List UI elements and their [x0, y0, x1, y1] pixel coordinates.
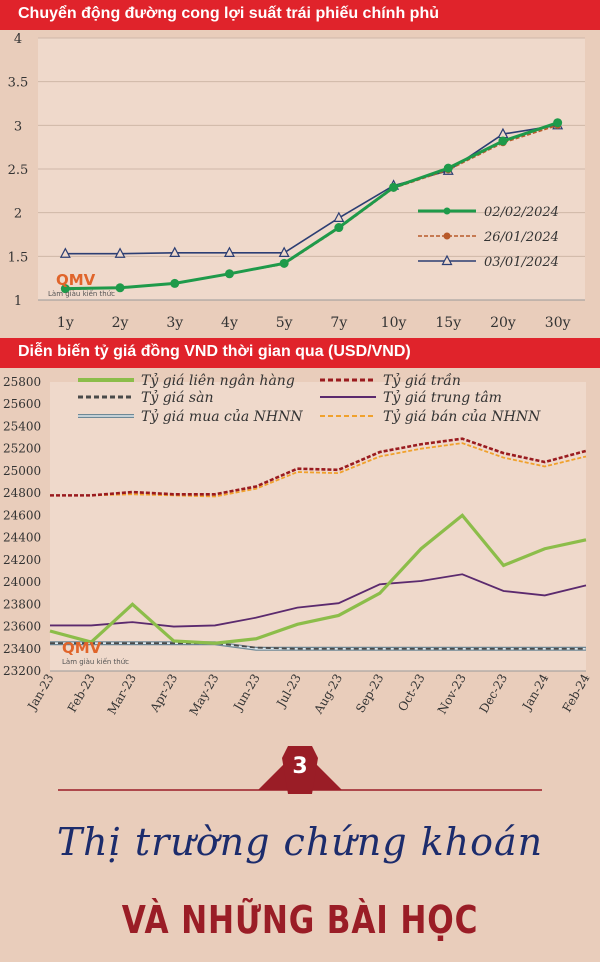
y-tick-label: 24800: [3, 486, 41, 500]
x-tick-label: 5y: [276, 315, 293, 331]
x-tick-label: 10y: [381, 315, 407, 331]
yield-curve-banner: Chuyển động đường cong lợi suất trái phi…: [0, 0, 600, 30]
data-point: [389, 182, 399, 192]
section-title-script: Thị trường chứng khoán: [56, 820, 544, 864]
exchange-rate-title: Diễn biến tỷ giá đồng VND thời gian qua …: [18, 343, 411, 360]
y-tick-label: 1: [14, 294, 22, 309]
exchange-rate-banner: Diễn biến tỷ giá đồng VND thời gian qua …: [0, 338, 600, 368]
y-tick-label: 24200: [3, 553, 41, 567]
y-tick-label: 23600: [3, 620, 41, 634]
data-point: [115, 283, 125, 293]
y-tick-label: 24400: [3, 531, 41, 545]
section-number: 3: [292, 754, 308, 779]
data-point: [59, 247, 71, 258]
x-tick-label: Jul-23: [273, 672, 304, 712]
legend-label: 03/01/2024: [484, 255, 559, 270]
data-point: [223, 246, 235, 257]
series-line: [50, 437, 587, 497]
legend-label: Tỷ giá sàn: [141, 389, 213, 406]
legend-marker: [443, 232, 451, 240]
x-tick-label: 30y: [545, 315, 571, 331]
legend-marker: [441, 254, 453, 266]
y-tick-label: 2.5: [8, 163, 29, 178]
data-point: [169, 246, 181, 257]
x-tick-label: 7y: [330, 315, 347, 331]
y-tick-label: 3.5: [8, 76, 29, 91]
watermark-tagline: Làm giàu kiến thức: [62, 658, 129, 666]
y-tick-label: 23200: [3, 664, 41, 678]
series-line: [50, 573, 587, 628]
y-tick-label: 3: [14, 119, 22, 134]
series-line: [50, 642, 586, 650]
x-tick-label: Nov-23: [435, 672, 469, 717]
x-tick-label: Aug-23: [311, 672, 345, 717]
x-tick-label: Mar-23: [105, 672, 139, 718]
series-line: [50, 442, 587, 498]
y-tick-label: 25000: [3, 464, 41, 478]
data-point: [334, 223, 344, 233]
x-tick-label: Jan-24: [519, 671, 552, 714]
legend-marker: [443, 207, 451, 215]
x-tick-label: Apr-23: [147, 672, 180, 716]
x-tick-label: Feb-23: [65, 672, 98, 715]
section-number-badge: 3: [258, 742, 342, 804]
y-tick-label: 25800: [3, 375, 41, 389]
section-three-header: 3 Thị trường chứng khoán VÀ NHỮNG BÀI HỌ…: [0, 728, 600, 962]
data-point: [498, 136, 508, 146]
x-tick-label: May-23: [187, 672, 222, 718]
y-tick-label: 25400: [3, 419, 41, 433]
data-point: [224, 269, 234, 279]
data-point: [60, 284, 70, 294]
x-tick-label: 2y: [112, 315, 129, 331]
plot-area: [50, 382, 586, 671]
legend-label: Tỷ giá trung tâm: [383, 389, 502, 406]
x-tick-label: 3y: [166, 315, 183, 331]
y-tick-label: 23400: [3, 642, 41, 656]
data-point: [114, 247, 126, 258]
yield-curve-title: Chuyển động đường cong lợi suất trái phi…: [18, 5, 439, 22]
section-title-caps: VÀ NHỮNG BÀI HỌC: [121, 898, 479, 942]
y-tick-label: 24000: [3, 575, 41, 589]
x-tick-label: 20y: [490, 315, 516, 331]
watermark-logo: QMV: [56, 271, 96, 289]
y-tick-label: 4: [14, 32, 22, 47]
data-point: [553, 118, 563, 128]
data-point: [279, 258, 289, 268]
y-tick-label: 2: [14, 207, 22, 222]
legend-label: Tỷ giá liên ngân hàng: [141, 372, 295, 389]
watermark-tagline: Làm giàu kiến thức: [48, 290, 115, 298]
data-point: [170, 278, 180, 288]
series-line: [65, 124, 558, 255]
legend-label: 02/02/2024: [484, 205, 559, 220]
y-tick-label: 1.5: [8, 250, 29, 265]
x-tick-label: Oct-23: [395, 672, 427, 714]
series-line: [65, 121, 559, 291]
x-tick-label: 15y: [435, 315, 461, 331]
data-point: [333, 211, 345, 223]
legend-label: Tỷ giá bán của NHNN: [383, 408, 541, 425]
y-tick-label: 25200: [3, 442, 41, 456]
x-tick-label: Jun-23: [230, 672, 263, 715]
data-point: [443, 163, 453, 173]
watermark-logo: QMV: [62, 639, 102, 657]
x-tick-label: Sep-23: [353, 672, 386, 716]
x-tick-label: 1y: [57, 315, 74, 331]
x-tick-label: 4y: [221, 315, 238, 331]
legend-label: Tỷ giá trần: [383, 372, 461, 389]
series-line: [49, 513, 587, 645]
y-tick-label: 24600: [3, 508, 41, 522]
legend-label: 26/01/2024: [483, 230, 559, 245]
legend-label: Tỷ giá mua của NHNN: [141, 408, 303, 425]
x-tick-label: Dec-23: [477, 672, 511, 716]
x-tick-label: Feb-24: [560, 671, 593, 714]
y-tick-label: 23800: [3, 597, 41, 611]
yield-curve-chart: 1 1.5 2 2.5 3 3.5 4 1y 2y 3y 4y 5y 7y 10y 15y 20y 30y 02/…: [8, 32, 585, 331]
y-tick-label: 25600: [3, 397, 41, 411]
exchange-rate-chart: 23200 23400 23600 23800 24000 24200 24400 24600…: [3, 372, 593, 718]
data-point: [278, 246, 290, 257]
